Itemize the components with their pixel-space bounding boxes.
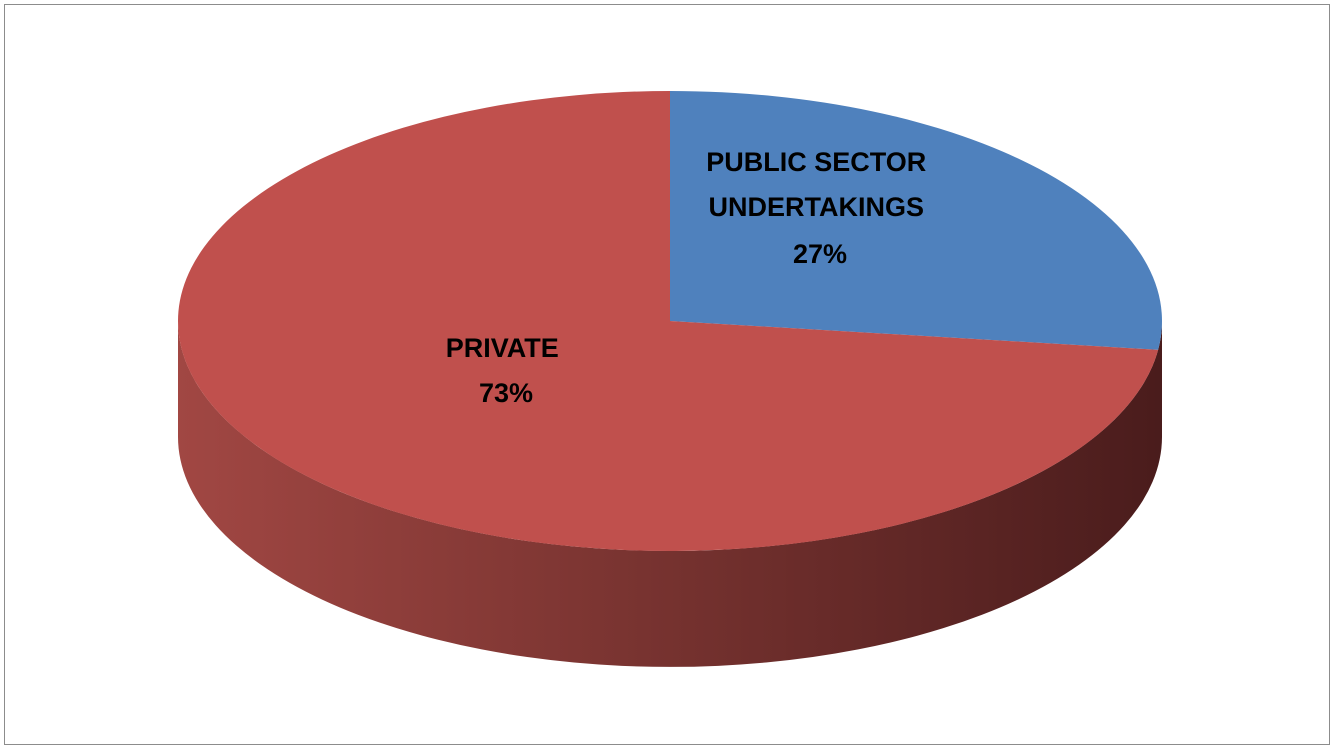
slice-label-private-line-1: PRIVATE — [446, 333, 559, 363]
slice-label-private-percent: 73% — [479, 378, 533, 408]
pie-slice-public-sector[interactable] — [670, 91, 1162, 350]
slice-label-public-line-1: PUBLIC SECTOR — [706, 147, 926, 177]
pie-side-wall — [178, 321, 1162, 667]
slice-label-public-line-2: UNDERTAKINGS — [708, 192, 924, 222]
slice-label-private: PRIVATE 73% — [446, 333, 567, 408]
slice-label-public-sector: PUBLIC SECTOR UNDERTAKINGS 27% — [706, 147, 934, 269]
slice-label-public-percent: 27% — [793, 239, 847, 269]
pie-slice-private[interactable] — [177, 91, 1159, 551]
